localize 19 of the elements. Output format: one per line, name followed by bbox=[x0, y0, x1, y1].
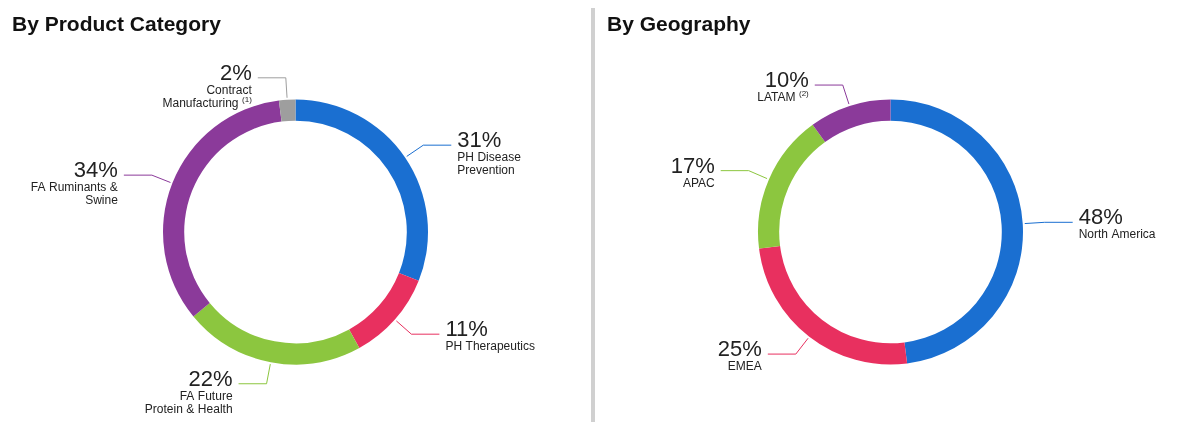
slice-label: Contract Manufacturing (1) bbox=[162, 82, 253, 110]
data-label: 31% bbox=[457, 127, 502, 153]
slice-label: North America bbox=[1078, 227, 1156, 242]
category-label: FA Future Protein & Health bbox=[144, 388, 233, 416]
chart-title: By Product Category bbox=[11, 11, 222, 37]
slice-label: EMEA bbox=[727, 359, 762, 374]
slice-label: FA Ruminants & Swine bbox=[30, 180, 119, 208]
data-label: 11% bbox=[445, 316, 488, 342]
data-label: 17% bbox=[670, 152, 715, 178]
data-label: 25% bbox=[717, 336, 762, 362]
slice-label: PH Disease Prevention bbox=[457, 150, 522, 178]
slice-label: LATAM (2) bbox=[757, 89, 810, 105]
data-label: 48% bbox=[1078, 204, 1123, 230]
data-label: 2% bbox=[220, 59, 252, 85]
slice-label: APAC bbox=[682, 175, 716, 190]
data-label: 22% bbox=[188, 365, 233, 391]
data-label: 34% bbox=[73, 157, 118, 183]
slice-label: PH Therapeutics bbox=[445, 339, 535, 354]
chart-title: By Geography bbox=[606, 11, 752, 37]
